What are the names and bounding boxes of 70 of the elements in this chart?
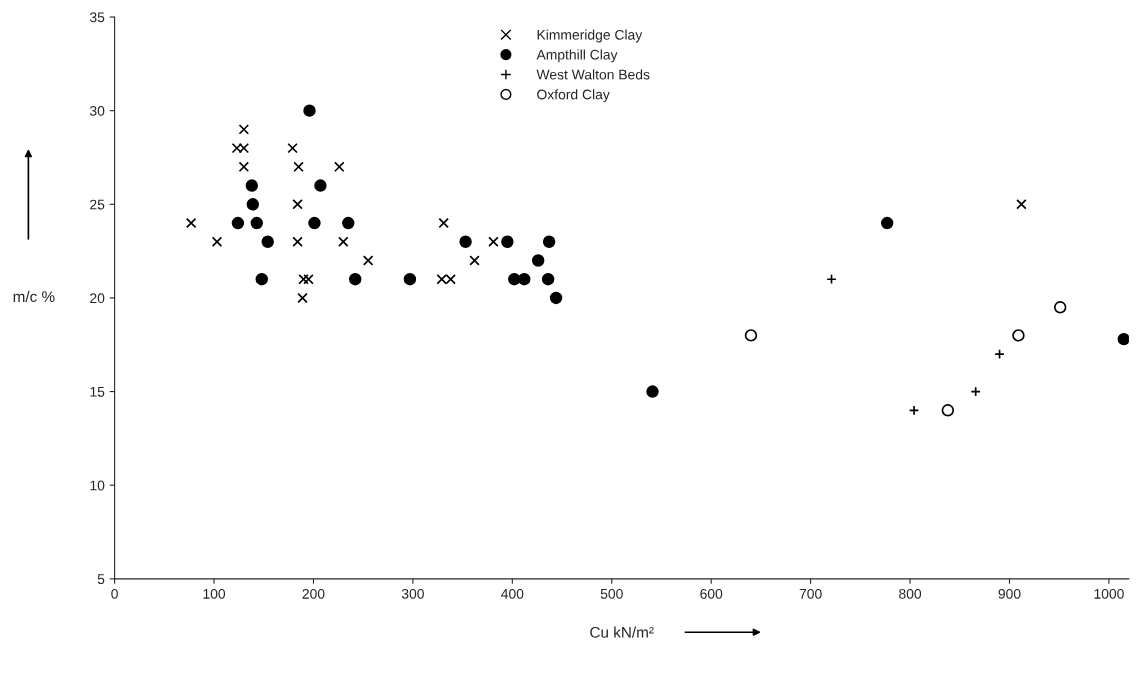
x-axis-title: Cu kN/m²	[590, 626, 654, 638]
point	[231, 216, 245, 230]
y-tick-label: 25	[90, 199, 105, 210]
x-tick-label: 700	[799, 588, 822, 599]
point	[297, 292, 308, 304]
x-tick-label: 100	[203, 588, 226, 599]
point	[488, 236, 499, 247]
point	[238, 124, 250, 135]
x-tick-label: 1000	[1094, 588, 1124, 599]
point	[362, 255, 374, 266]
point	[908, 405, 920, 416]
point	[245, 179, 259, 192]
x-tick-label: 400	[501, 588, 524, 599]
legend-label: Oxford Clay	[537, 89, 610, 103]
x-tick-label: 200	[302, 588, 325, 599]
point	[349, 272, 362, 286]
point	[303, 104, 316, 117]
point	[549, 291, 563, 305]
point	[941, 404, 955, 417]
point	[308, 216, 321, 230]
point	[292, 236, 303, 247]
x-tick-label: 500	[600, 588, 623, 599]
point	[403, 272, 417, 286]
x-tick-label: 900	[998, 588, 1021, 599]
y-tick-label: 10	[90, 480, 105, 491]
point	[298, 273, 309, 285]
point	[1016, 199, 1027, 210]
point	[531, 254, 545, 267]
y-axis-title: m/c %	[13, 290, 55, 303]
legend-label: Kimmeridge Clay	[537, 29, 643, 43]
point	[211, 236, 223, 247]
point	[880, 216, 894, 230]
y-tick-label: 20	[90, 293, 105, 304]
point	[1012, 329, 1025, 342]
point	[541, 272, 555, 286]
point	[469, 255, 480, 266]
point	[250, 216, 264, 230]
point	[438, 217, 449, 229]
y-tick-label: 15	[90, 387, 105, 397]
point	[334, 161, 345, 173]
point	[255, 272, 268, 286]
point	[246, 198, 260, 211]
x-tick-label: 300	[401, 588, 424, 599]
x-tick-label: 600	[700, 588, 723, 599]
point	[744, 329, 758, 342]
point	[238, 161, 250, 173]
legend-label: Ampthill Clay	[536, 49, 618, 63]
point	[542, 235, 556, 248]
point	[1117, 332, 1129, 346]
point	[518, 272, 531, 286]
point	[646, 385, 659, 398]
point	[508, 272, 521, 286]
point	[501, 235, 514, 248]
point	[287, 142, 298, 154]
point	[303, 273, 314, 285]
point	[292, 199, 303, 210]
x-tick-label: 800	[899, 588, 922, 599]
point	[338, 236, 349, 247]
point	[293, 161, 304, 173]
point	[459, 235, 472, 248]
point	[314, 179, 327, 192]
x-tick-label: 0	[111, 588, 118, 599]
point	[1053, 301, 1067, 314]
y-tick-label: 30	[89, 106, 105, 116]
point	[261, 235, 274, 248]
y-tick-label: 35	[89, 12, 105, 23]
point	[185, 217, 197, 229]
point	[342, 216, 355, 230]
legend-label: West Walton Beds	[536, 69, 650, 80]
y-tick-label: 5	[97, 574, 105, 585]
